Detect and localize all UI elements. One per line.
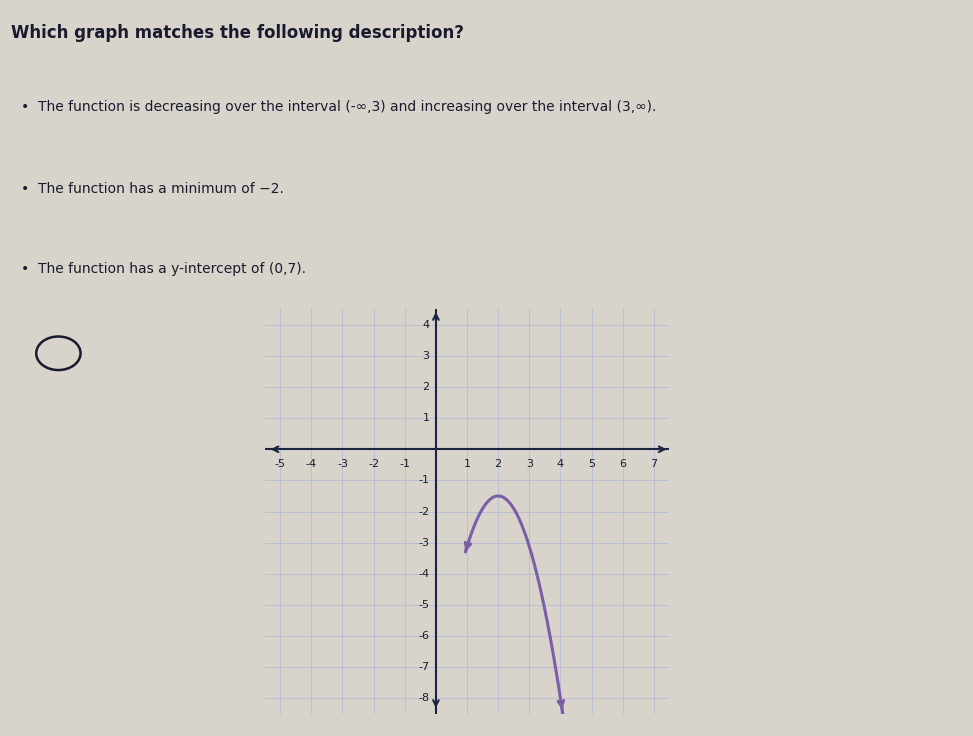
Text: -7: -7 [418, 662, 430, 672]
Text: 3: 3 [422, 351, 430, 361]
Text: -5: -5 [274, 459, 286, 469]
Text: -1: -1 [418, 475, 430, 485]
Text: -4: -4 [306, 459, 317, 469]
Text: Which graph matches the following description?: Which graph matches the following descri… [11, 24, 464, 42]
Text: -1: -1 [399, 459, 411, 469]
Text: -3: -3 [337, 459, 348, 469]
Text: -2: -2 [418, 506, 430, 517]
Text: 7: 7 [650, 459, 658, 469]
Text: 6: 6 [619, 459, 627, 469]
Text: -2: -2 [368, 459, 379, 469]
Text: -5: -5 [418, 600, 430, 610]
Text: 1: 1 [422, 413, 430, 423]
Text: 3: 3 [525, 459, 533, 469]
Text: -6: -6 [418, 631, 430, 641]
Text: 4: 4 [557, 459, 564, 469]
Text: -3: -3 [418, 538, 430, 548]
Text: -4: -4 [418, 569, 430, 578]
Text: •  The function has a minimum of −2.: • The function has a minimum of −2. [21, 183, 284, 197]
Text: •  The function has a y-intercept of (0,7).: • The function has a y-intercept of (0,7… [21, 261, 306, 275]
Text: •  The function is decreasing over the interval (-∞,3) and increasing over the i: • The function is decreasing over the in… [21, 100, 657, 114]
Text: -8: -8 [418, 693, 430, 704]
Text: 5: 5 [588, 459, 595, 469]
Text: 2: 2 [494, 459, 502, 469]
Text: 1: 1 [463, 459, 471, 469]
Text: 2: 2 [422, 382, 430, 392]
Text: 4: 4 [422, 319, 430, 330]
